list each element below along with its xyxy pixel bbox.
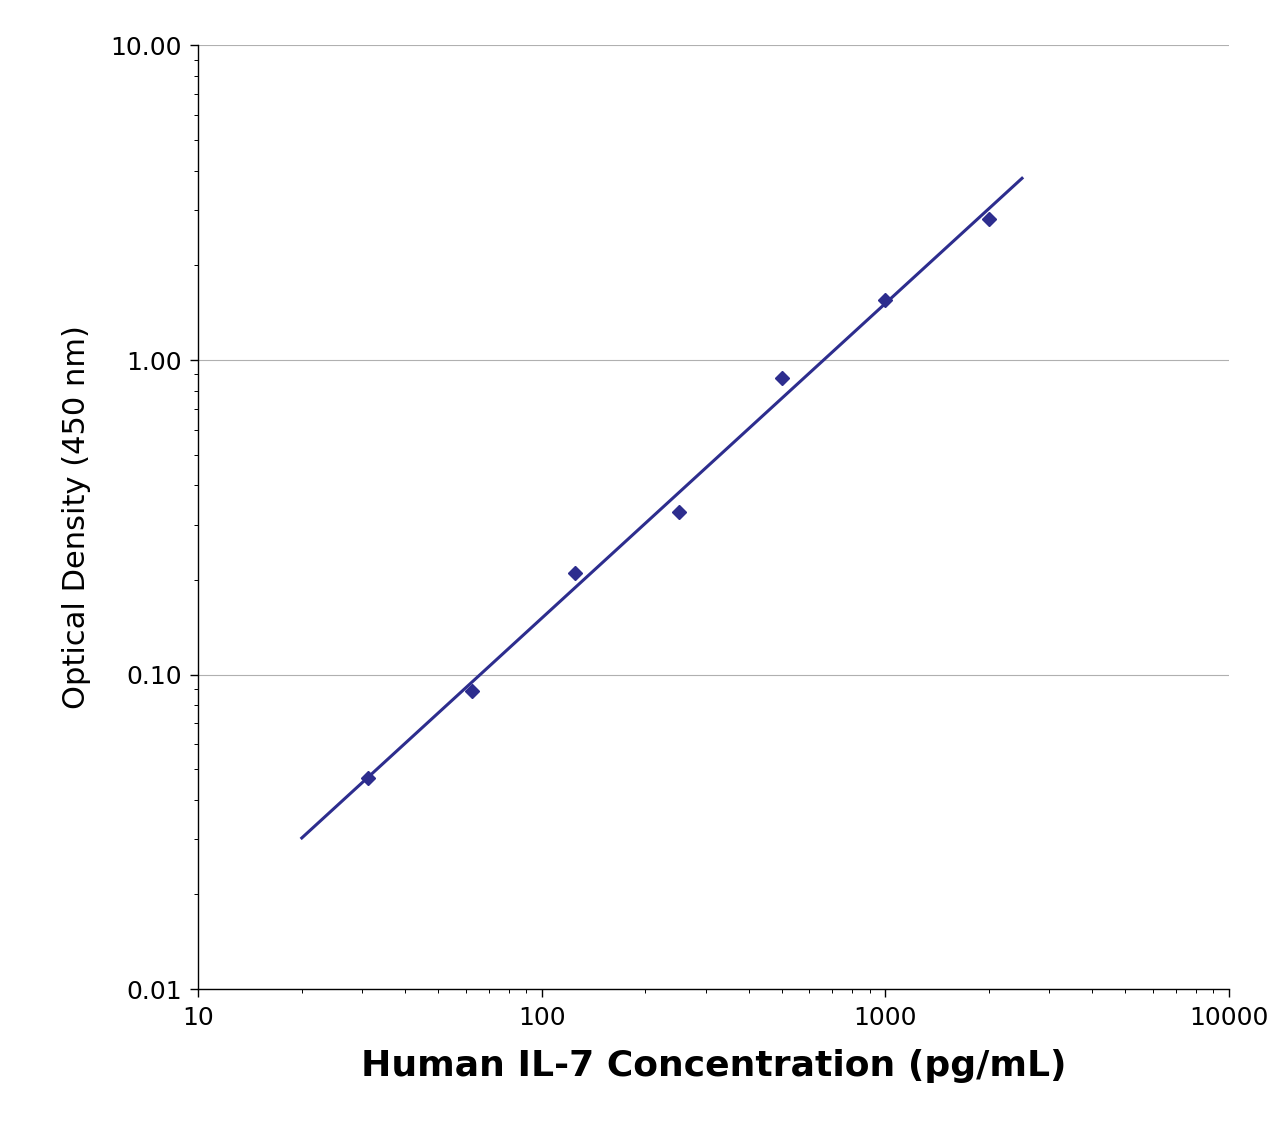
Y-axis label: Optical Density (450 nm): Optical Density (450 nm) — [61, 325, 91, 709]
X-axis label: Human IL-7 Concentration (pg/mL): Human IL-7 Concentration (pg/mL) — [361, 1049, 1066, 1084]
